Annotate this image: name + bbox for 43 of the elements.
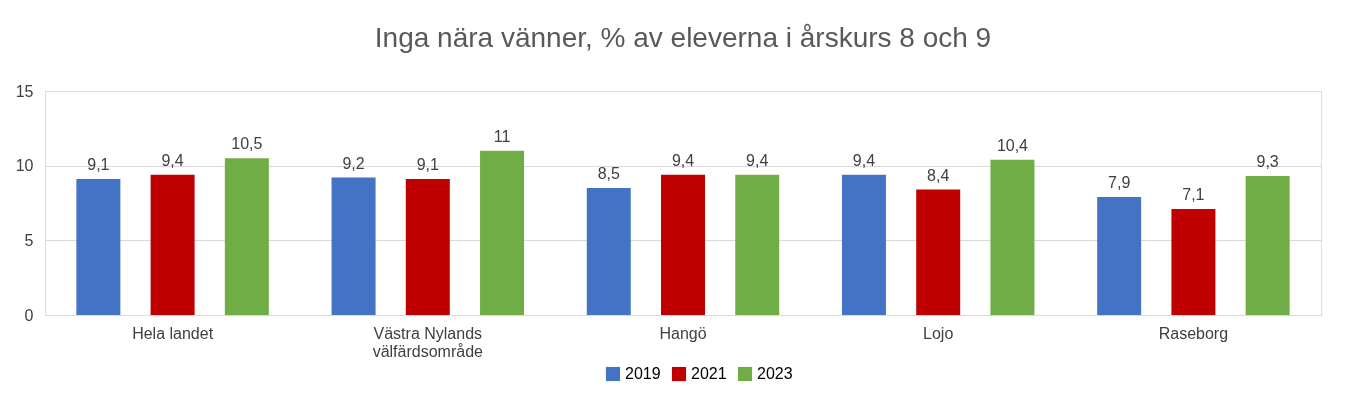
x-tick-label: Raseborg <box>1158 324 1229 342</box>
y-tick-label: 0 <box>24 306 34 324</box>
bar <box>480 150 525 315</box>
bar <box>1245 176 1290 315</box>
data-label: 9,4 <box>161 151 184 169</box>
data-label: 9,4 <box>852 151 876 169</box>
data-label: 8,4 <box>927 166 950 184</box>
data-label: 10,4 <box>996 136 1029 154</box>
y-tick-label: 15 <box>15 82 34 100</box>
legend-label: 2019 <box>625 365 661 382</box>
bar <box>1171 208 1216 315</box>
data-label: 9,2 <box>342 154 365 172</box>
bar <box>331 177 376 315</box>
bar <box>916 189 961 315</box>
data-label: 11 <box>493 127 511 145</box>
bar <box>661 174 705 315</box>
data-label: 8,5 <box>597 165 620 183</box>
chart-title: Inga nära vänner, % av eleverna i årskurs 8 och 9 <box>374 22 992 53</box>
y-tick-label: 5 <box>24 231 34 249</box>
data-label: 10,5 <box>231 135 263 153</box>
data-label: 9,1 <box>416 156 440 174</box>
x-tick-label: Hangö <box>659 324 707 342</box>
data-label: 7,9 <box>1108 174 1131 192</box>
y-tick-label: 10 <box>15 157 34 175</box>
data-label: 9,3 <box>1256 153 1279 171</box>
bar <box>150 174 195 315</box>
legend-label: 2023 <box>757 365 793 382</box>
bar <box>224 158 269 315</box>
bar <box>735 174 780 315</box>
bar <box>1097 197 1142 315</box>
x-tick-label: Hela landet <box>132 324 214 342</box>
x-tick-label: Västra Nylands välfärdsområde <box>372 324 484 360</box>
bar <box>405 179 450 315</box>
data-label: 9,1 <box>87 156 110 174</box>
legend-label: 2021 <box>691 365 727 382</box>
data-label: 9,4 <box>671 151 695 169</box>
bar <box>586 188 631 315</box>
bar <box>990 159 1035 315</box>
data-label: 7,1 <box>1182 185 1205 203</box>
bar <box>76 179 121 315</box>
x-tick-label: Lojo <box>923 324 954 342</box>
bar <box>841 174 886 315</box>
data-label: 9,4 <box>746 151 769 169</box>
